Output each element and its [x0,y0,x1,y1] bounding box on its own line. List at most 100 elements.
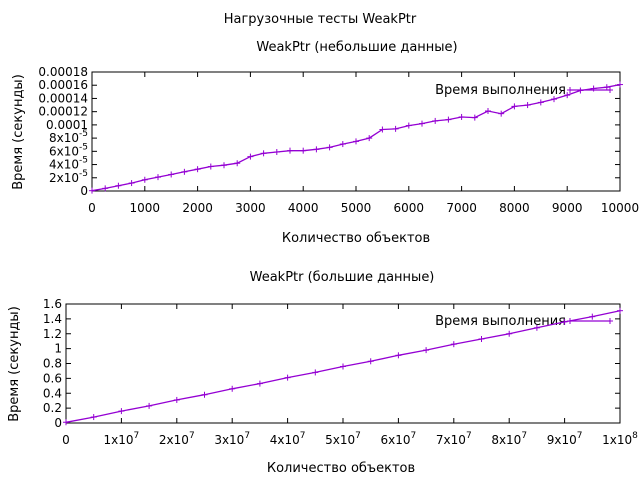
x-tick-label: 9000 [552,201,583,215]
data-point [89,187,95,194]
x-tick-label: 7000 [446,201,477,215]
plot-area: 0 1000 2000 3000 4000 5000 6000 7000 8000 9000 100… [38,65,639,215]
x-tick-label: 8000 [499,201,530,215]
series-execution-time [89,81,623,194]
data-point [366,135,373,142]
x-tick-label: 10000 [601,201,639,215]
y-axis-label: Время (секунды) [7,306,22,422]
data-point [524,102,531,109]
y-tick-mantissa: 6x10 [49,144,79,158]
y-tick-mantissa: 8x10 [49,131,79,145]
legend-sample [567,87,613,93]
data-point [379,126,386,133]
y-tick-mantissa: 4x10 [49,158,79,172]
data-point [234,160,241,167]
y-tick-label: 1.6 [43,297,62,311]
data-point [256,380,263,387]
y-tick-label: 0.2 [43,401,62,415]
x-tick-exponent: 7 [411,431,417,441]
x-tick-exponent: 7 [577,431,583,441]
data-point [260,150,267,157]
x-tick-label: 0 [62,433,70,447]
x-tick-label: 4x107 [270,431,306,447]
y-tick-label: 0.00016 [38,78,88,92]
data-point [339,141,346,148]
x-tick-exponent: 7 [300,431,306,441]
chart-large-data: WeakPtr (большие данные) Количество объе… [7,270,638,476]
data-point [194,166,201,173]
x-tick-label: 3000 [235,201,266,215]
x-tick-mantissa: 7x10 [436,433,466,447]
data-point [392,125,399,132]
x-tick-mantissa: 1x10 [104,433,134,447]
data-point [155,174,161,181]
y-tick-mantissa: 2x10 [49,171,79,185]
y-tick-exponent: -5 [79,142,88,152]
data-point [405,122,412,129]
x-tick-exponent: 7 [189,431,195,441]
x-tick-exponent: 7 [244,431,250,441]
data-point [564,92,571,99]
data-point [173,396,180,403]
data-point [445,116,452,123]
y-tick-label: 8x10-5 [49,129,88,145]
data-point [458,113,465,120]
y-tick-label: 4x10-5 [49,156,88,172]
x-tick-label: 0 [88,201,96,215]
x-tick-exponent: 7 [134,431,140,441]
data-point [561,318,568,325]
y-tick-exponent: -5 [79,169,88,179]
data-point [168,171,175,178]
figure-title: Нагрузочные тесты WeakPtr [224,12,417,27]
data-point [128,180,135,187]
y-tick-label: 6x10-5 [49,142,88,158]
data-point [432,117,439,124]
x-tick-mantissa: 2x10 [159,433,189,447]
x-tick-exponent: 8 [632,431,638,441]
y-tick-label: 0.6 [43,371,62,385]
x-tick-label: 2x107 [159,431,195,447]
x-tick-mantissa: 3x10 [214,433,244,447]
legend-label: Время выполнения [435,83,566,98]
data-point [617,307,623,314]
x-tick-exponent: 7 [521,431,527,441]
x-tick-exponent: 7 [355,431,361,441]
x-tick-mantissa: 4x10 [270,433,300,447]
data-point [287,147,293,154]
data-point [511,103,518,110]
y-tick-label: 0 [54,416,62,430]
x-tick-exponent: 7 [466,431,472,441]
x-tick-label: 9x107 [547,431,583,447]
y-tick-label: 1 [54,342,62,356]
data-point [229,385,236,392]
y-tick-label: 0.4 [43,386,62,400]
data-point [284,374,291,381]
x-tick-label: 6000 [394,201,425,215]
data-point [326,144,333,151]
y-tick-exponent: -5 [79,129,88,139]
data-point [273,148,280,155]
data-point [603,84,610,91]
data-point [478,335,485,342]
data-point [312,369,319,376]
data-point [247,153,254,160]
y-axis-label: Время (секунды) [11,74,26,190]
chart-title: WeakPtr (большие данные) [250,270,435,285]
data-point [207,163,214,170]
data-point [90,414,97,421]
x-axis-label: Количество объектов [267,461,415,476]
x-tick-label: 3x107 [214,431,250,447]
data-point [300,147,307,154]
data-point [141,176,148,183]
data-point [63,419,69,426]
plot-area: 0 1x107 2x107 3x107 4x107 5x107 6x107 7x107 8x10… [43,297,638,447]
data-point [485,108,491,115]
y-tick-label: 0.00014 [38,91,88,105]
y-tick-label: 1.4 [43,312,62,326]
x-tick-label: 5000 [341,201,372,215]
data-point [589,313,596,320]
data-point [551,96,557,103]
legend-sample [567,318,613,324]
x-tick-label: 8x107 [491,431,527,447]
